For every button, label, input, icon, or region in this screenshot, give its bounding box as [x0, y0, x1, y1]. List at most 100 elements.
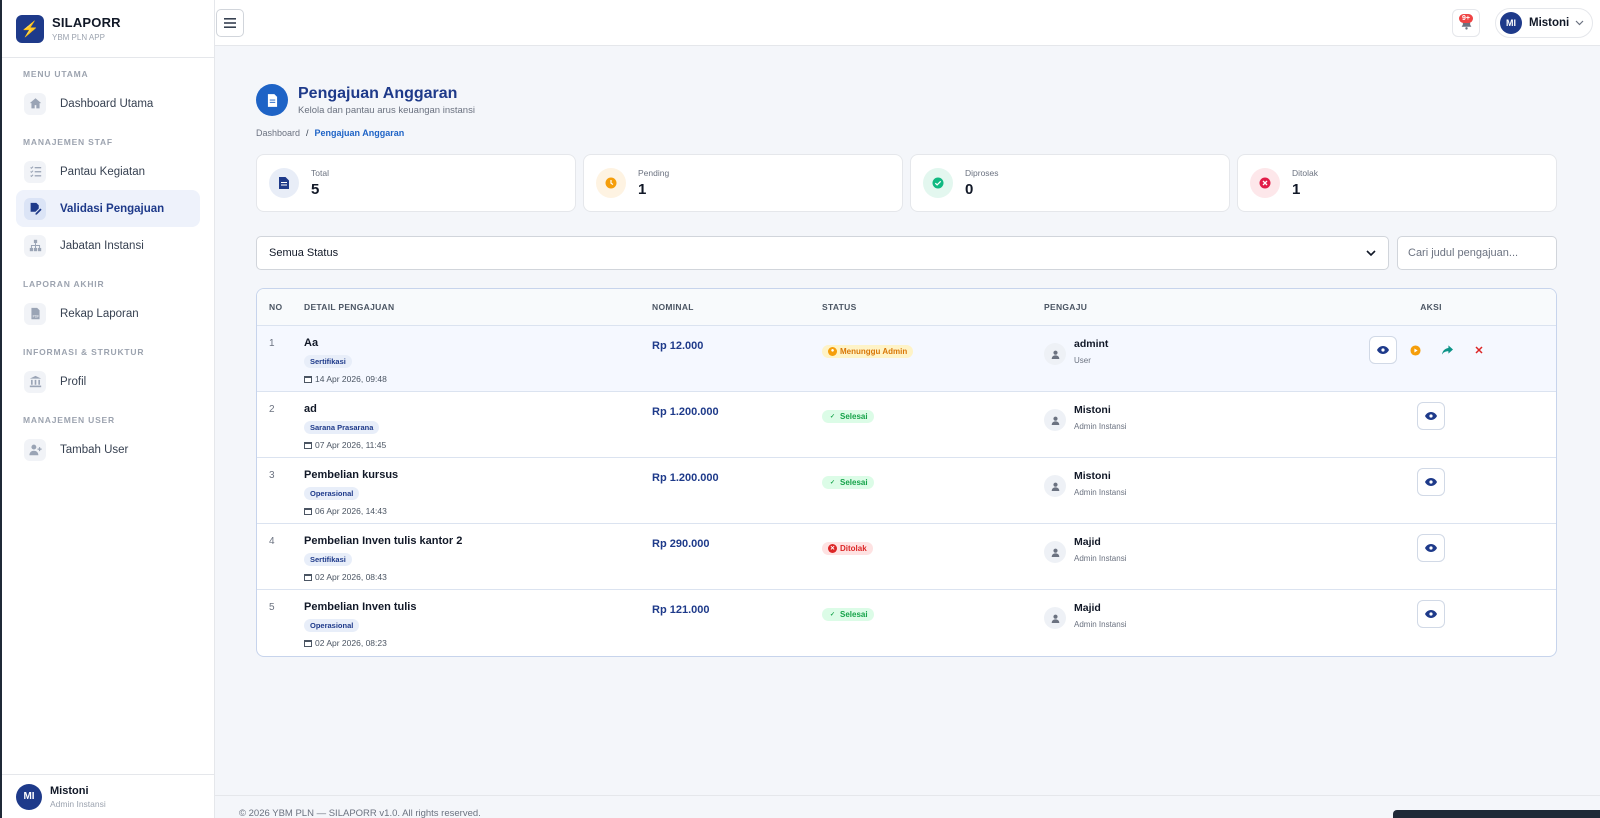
user-name: Mistoni — [1529, 17, 1570, 29]
row-title: Pembelian kursus — [304, 469, 399, 481]
row-title: Aa — [304, 337, 319, 349]
status-badge: ✓ Selesai — [822, 476, 874, 489]
user-icon — [1044, 607, 1066, 629]
svg-text:PDF: PDF — [32, 315, 39, 319]
status-badge: ✓ Selesai — [822, 410, 874, 423]
page-subtitle: Kelola dan pantau arus keuangan instansi — [298, 104, 475, 116]
eye-icon — [1425, 412, 1437, 420]
status-badge: ● Menunggu Admin — [822, 344, 914, 358]
page-footer: © 2026 YBM PLN — SILAPORR v1.0. All righ… — [215, 795, 1600, 818]
row-number: 4 — [269, 536, 275, 547]
sidebar-item-validasi-pengajuan[interactable]: Validasi Pengajuan — [16, 190, 200, 227]
forward-button[interactable] — [1433, 336, 1461, 364]
row-title: Pembelian Inven tulis — [304, 601, 417, 613]
file-signature-icon — [24, 197, 46, 220]
sidebar-item-label: Pantau Kegiatan — [60, 165, 146, 178]
status-text: Menunggu Admin — [840, 346, 908, 356]
breadcrumb-home[interactable]: Dashboard — [256, 128, 301, 138]
category-tag: Operasional — [304, 487, 360, 500]
stats-row: Total 5 Pending 1 Diproses 0 — [256, 154, 1557, 212]
row-date: 14 Apr 2026, 09:48 — [315, 374, 387, 384]
sidebar-user-name: Mistoni — [50, 784, 89, 797]
user-icon — [1044, 409, 1066, 431]
overlay-bar — [1393, 810, 1600, 818]
pengaju-role: Admin Instansi — [1074, 488, 1127, 497]
play-circle-icon — [1409, 344, 1421, 356]
stat-value: 1 — [638, 181, 647, 198]
eye-icon — [1377, 346, 1389, 354]
home-icon — [24, 92, 46, 115]
pengaju-role: Admin Instansi — [1074, 422, 1127, 431]
row-date: 06 Apr 2026, 14:43 — [315, 506, 387, 516]
sidebar-item-rekap-laporan[interactable]: PDF Rekap Laporan — [16, 295, 200, 332]
nav-section-title: MANAJEMEN USER — [23, 415, 115, 425]
sidebar-user-profile[interactable]: MI Mistoni Admin Instansi — [2, 774, 214, 818]
eye-icon — [1425, 544, 1437, 552]
calendar-icon — [304, 574, 312, 581]
stat-card-diproses: Diproses 0 — [910, 154, 1230, 212]
row-date: 02 Apr 2026, 08:23 — [315, 638, 387, 648]
brand[interactable]: ⚡ SILAPORR YBM PLN APP — [2, 0, 214, 58]
file-icon — [256, 84, 288, 116]
row-nominal: Rp 121.000 — [652, 604, 710, 616]
table-row[interactable]: 4 Pembelian Inven tulis kantor 2 Sertifi… — [257, 524, 1556, 590]
pengaju-role: Admin Instansi — [1074, 620, 1127, 629]
notification-button[interactable]: 9+ — [1452, 9, 1480, 37]
avatar: MI — [1500, 12, 1522, 34]
search-input[interactable] — [1397, 236, 1557, 270]
main-content: Pengajuan Anggaran Kelola dan pantau aru… — [256, 84, 1557, 657]
calendar-icon — [304, 508, 312, 515]
breadcrumb-current: Pengajuan Anggaran — [314, 128, 405, 138]
notification-badge: 9+ — [1459, 14, 1473, 23]
check-double-icon: ✓ — [829, 480, 836, 486]
status-filter-select[interactable]: Semua Status — [256, 236, 1389, 270]
sidebar-item-label: Profil — [60, 375, 87, 388]
file-pdf-icon: PDF — [24, 302, 46, 325]
view-button[interactable] — [1417, 402, 1445, 430]
check-double-icon: ✓ — [829, 414, 836, 420]
check-double-icon: ✓ — [829, 612, 836, 618]
menu-toggle-button[interactable] — [216, 9, 244, 37]
user-menu-button[interactable]: MI Mistoni — [1495, 8, 1593, 38]
status-text: Selesai — [840, 610, 868, 619]
status-text: Ditolak — [840, 544, 867, 553]
row-nominal: Rp 290.000 — [652, 538, 710, 550]
row-date: 07 Apr 2026, 11:45 — [315, 440, 387, 450]
col-header-status: STATUS — [822, 302, 857, 312]
sidebar-item-tambah-user[interactable]: Tambah User — [16, 431, 200, 468]
pengaju-name: Majid — [1074, 536, 1101, 548]
table-row[interactable]: 2 ad Sarana Prasarana 07 Apr 2026, 11:45… — [257, 392, 1556, 458]
sidebar-item-label: Rekap Laporan — [60, 307, 139, 320]
sidebar-item-label: Jabatan Instansi — [60, 239, 144, 252]
sidebar-item-jabatan-instansi[interactable]: Jabatan Instansi — [16, 227, 200, 264]
sidebar-item-pantau-kegiatan[interactable]: Pantau Kegiatan — [16, 153, 200, 190]
col-header-pengaju: PENGAJU — [1044, 302, 1088, 312]
view-button[interactable] — [1417, 468, 1445, 496]
file-invoice-icon — [269, 168, 299, 198]
view-button[interactable] — [1369, 336, 1397, 364]
stat-value: 5 — [311, 181, 320, 198]
brand-subtitle: YBM PLN APP — [52, 33, 105, 42]
breadcrumb: Dashboard / Pengajuan Anggaran — [256, 128, 1557, 138]
process-button[interactable] — [1401, 336, 1429, 364]
sidebar-item-profil[interactable]: Profil — [16, 363, 200, 400]
status-text: Selesai — [840, 412, 868, 421]
sidebar-item-label: Dashboard Utama — [60, 97, 154, 110]
view-button[interactable] — [1417, 534, 1445, 562]
sidebar-item-dashboard[interactable]: Dashboard Utama — [16, 85, 200, 122]
row-number: 2 — [269, 404, 275, 415]
table-row[interactable]: 5 Pembelian Inven tulis Operasional 02 A… — [257, 590, 1556, 656]
row-number: 5 — [269, 602, 275, 613]
stat-label: Pending — [638, 168, 670, 178]
filters: Semua Status — [256, 236, 1557, 270]
times-circle-icon — [1250, 168, 1280, 198]
table-row[interactable]: 1 Aa Sertifikasi 14 Apr 2026, 09:48 Rp 1… — [257, 326, 1556, 392]
stat-card-total: Total 5 — [256, 154, 576, 212]
reject-button[interactable] — [1465, 336, 1493, 364]
col-header-detail: DETAIL PENGAJUAN — [304, 302, 395, 312]
close-icon — [1475, 346, 1483, 354]
col-header-aksi: AKSI — [1420, 302, 1442, 312]
avatar: MI — [16, 783, 42, 810]
table-row[interactable]: 3 Pembelian kursus Operasional 06 Apr 20… — [257, 458, 1556, 524]
view-button[interactable] — [1417, 600, 1445, 628]
